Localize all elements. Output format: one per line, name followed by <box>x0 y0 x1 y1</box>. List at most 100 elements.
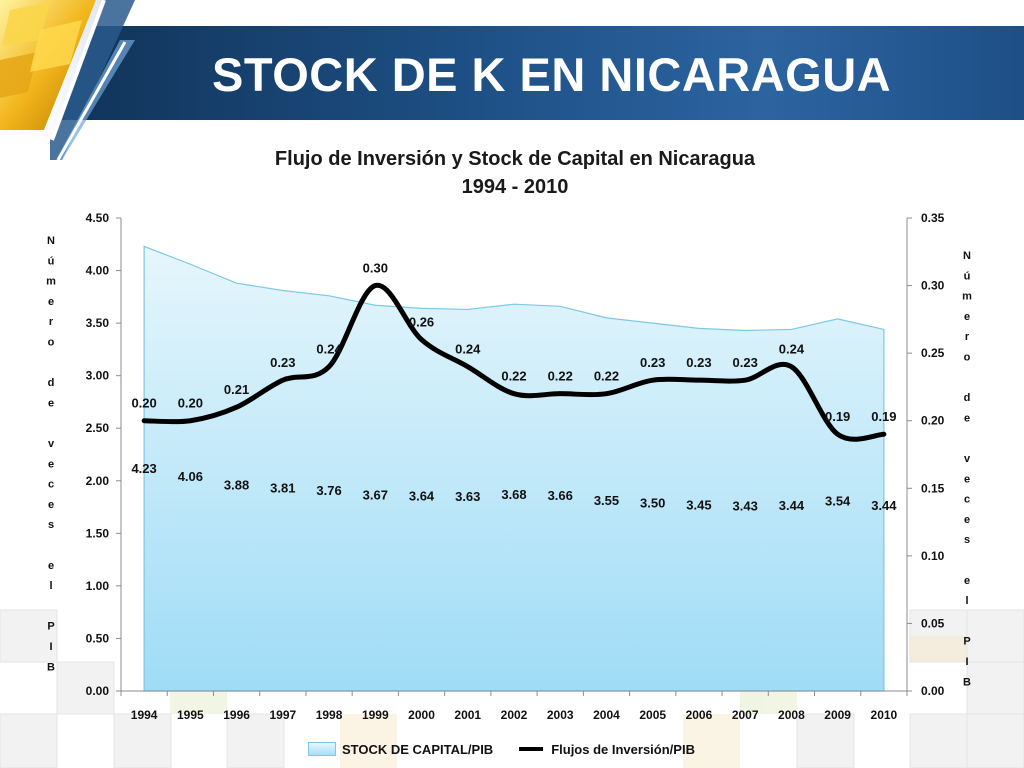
flujos-data-label: 0.23 <box>686 355 711 370</box>
right-axis-title-char: e <box>964 412 970 424</box>
right-axis-title-char: o <box>964 352 971 364</box>
x-tick-label: 2007 <box>732 708 759 722</box>
left-axis-title-char: l <box>49 580 52 592</box>
flujos-data-label: 0.23 <box>270 355 295 370</box>
left-axis-title-char: ú <box>48 255 55 267</box>
right-tick-label: 0.20 <box>921 414 945 428</box>
flujos-data-label: 0.20 <box>131 396 156 411</box>
stock-data-label: 3.50 <box>640 495 665 510</box>
right-tick-label: 0.30 <box>921 279 945 293</box>
stock-data-label: 3.88 <box>224 477 249 492</box>
left-axis-title-char: o <box>48 337 55 349</box>
left-axis-title-char: v <box>48 438 55 450</box>
right-axis-title-char: m <box>962 291 972 303</box>
x-tick-label: 2008 <box>778 708 805 722</box>
stock-data-label: 3.64 <box>409 489 435 504</box>
left-axis-title-char: r <box>49 316 54 328</box>
flujos-line <box>141 283 887 442</box>
x-tick-label: 2002 <box>501 708 528 722</box>
right-tick-label: 0.25 <box>921 346 945 360</box>
chart-legend: STOCK DE CAPITAL/PIB Flujos de Inversión… <box>308 736 695 762</box>
right-axis-title-char: e <box>964 575 970 587</box>
left-tick-label: 3.00 <box>86 369 110 383</box>
x-tick-label: 1999 <box>362 708 389 722</box>
left-axis-title-char: s <box>48 519 54 531</box>
right-axis-title-char: ú <box>964 270 971 282</box>
flujos-data-label: 0.21 <box>224 382 249 397</box>
x-tick-label: 1997 <box>269 708 296 722</box>
legend-swatch-flujos <box>519 747 544 751</box>
right-axis-title-char: e <box>964 473 970 485</box>
stock-area <box>143 245 885 692</box>
right-axis-title-char: N <box>963 250 971 262</box>
x-tick-label: 2001 <box>454 708 481 722</box>
flujos-data-label: 0.19 <box>871 409 896 424</box>
x-tick-label: 1995 <box>177 708 204 722</box>
flujos-data-label: 0.19 <box>825 409 850 424</box>
flujos-data-label: 0.20 <box>178 396 203 411</box>
legend-swatch-stock <box>308 742 336 756</box>
flujos-data-label: 0.23 <box>733 355 758 370</box>
stock-data-label: 3.76 <box>316 483 341 498</box>
right-tick-label: 0.05 <box>921 616 945 630</box>
right-axis-title-char: e <box>964 311 970 323</box>
left-tick-label: 2.50 <box>86 421 110 435</box>
x-tick-label: 1996 <box>223 708 250 722</box>
right-axis-title-char: s <box>964 534 970 546</box>
left-axis-title-char: I <box>49 641 52 653</box>
x-tick-label: 2010 <box>871 708 898 722</box>
legend-label-stock: STOCK DE CAPITAL/PIB <box>342 741 494 757</box>
stock-data-label: 3.68 <box>501 487 526 502</box>
stock-data-label: 3.45 <box>686 498 711 513</box>
stock-data-label: 3.63 <box>455 489 480 504</box>
chart-title: Flujo de Inversión y Stock de Capital en… <box>274 148 756 170</box>
x-tick-label: 2004 <box>593 708 620 722</box>
left-axis-title-char: B <box>47 661 55 673</box>
stock-data-label: 3.44 <box>871 498 897 513</box>
flujos-data-label: 0.22 <box>548 369 573 384</box>
right-axis-title-char: r <box>965 331 970 343</box>
right-tick-label: 0.15 <box>921 481 945 495</box>
left-axis-title-char: e <box>48 458 54 470</box>
flujos-data-label: 0.22 <box>501 369 526 384</box>
left-tick-label: 0.00 <box>86 684 110 698</box>
x-tick-label: 2000 <box>408 708 435 722</box>
flujos-data-label: 0.23 <box>640 355 665 370</box>
stock-data-label: 3.44 <box>779 498 805 513</box>
stock-data-label: 3.43 <box>733 499 758 514</box>
stock-data-label: 3.67 <box>363 487 388 502</box>
left-tick-label: 4.00 <box>86 264 110 278</box>
x-tick-label: 2006 <box>686 708 713 722</box>
flujos-data-label: 0.24 <box>779 342 805 357</box>
x-tick-label: 2005 <box>639 708 666 722</box>
chart-subtitle: 1994 - 2010 <box>461 176 569 198</box>
x-tick-label: 2003 <box>547 708 574 722</box>
legend-label-flujos: Flujos de Inversión/PIB <box>551 741 695 757</box>
left-axis-title-char: e <box>48 296 54 308</box>
flujos-data-label: 0.30 <box>363 261 388 276</box>
stock-data-label: 4.06 <box>178 469 203 484</box>
left-axis-title-char: e <box>48 499 54 511</box>
left-axis-title-char: d <box>48 377 55 389</box>
left-tick-label: 1.50 <box>86 526 110 540</box>
left-tick-label: 2.00 <box>86 474 110 488</box>
left-tick-label: 4.50 <box>86 211 110 225</box>
right-axis-title-char: d <box>964 392 971 404</box>
right-axis-title-char: c <box>964 494 970 506</box>
left-axis-title-char: c <box>48 479 54 491</box>
right-tick-label: 0.35 <box>921 211 945 225</box>
left-axis-title-char: N <box>47 235 55 247</box>
right-tick-label: 0.00 <box>921 684 945 698</box>
flujos-data-label: 0.26 <box>409 315 434 330</box>
stock-data-label: 4.23 <box>131 461 156 476</box>
left-axis-title-char: e <box>48 397 54 409</box>
stock-data-label: 3.66 <box>548 488 573 503</box>
right-tick-label: 0.10 <box>921 549 945 563</box>
right-axis-title-char: I <box>965 656 968 668</box>
left-axis-title-char: e <box>48 560 54 572</box>
left-axis-title-char: P <box>47 621 54 633</box>
left-tick-label: 1.00 <box>86 579 110 593</box>
right-axis-title-char: B <box>963 676 971 688</box>
